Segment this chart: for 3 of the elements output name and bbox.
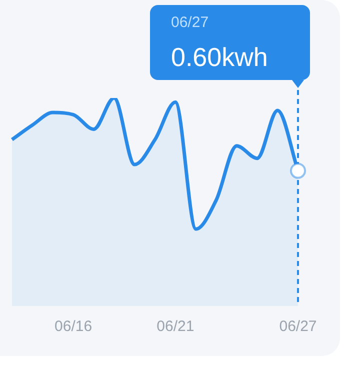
x-tick-label: 06/16 [54, 318, 92, 336]
x-tick-label: 06/27 [279, 318, 317, 336]
x-tick-label: 06/21 [156, 318, 194, 336]
